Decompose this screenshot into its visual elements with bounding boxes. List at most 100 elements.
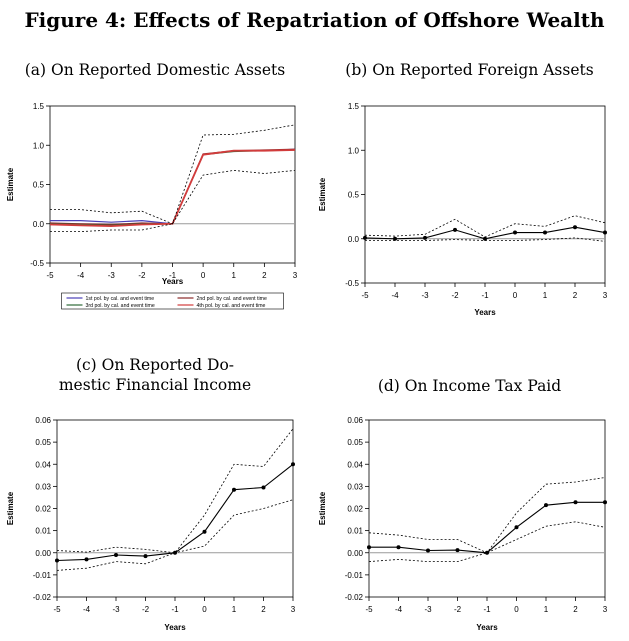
plot-frame-a: [49, 105, 296, 264]
x-tick-label-b: 0: [513, 291, 518, 300]
data-point-d: [396, 545, 401, 550]
data-point-c: [232, 487, 236, 492]
x-tick-label-a: 0: [201, 271, 206, 280]
x-tick-label-a: -2: [138, 271, 146, 280]
chart-income-tax-paid: -5 -4 -3 -2 -1 0 1 2 3 -0.02 -0.01 0.00 0.01 0.02 0.03…: [318, 416, 608, 632]
x-tick-label-a: 2: [262, 271, 267, 280]
x-tick-label-c: 1: [232, 605, 237, 614]
y-tick-label-c: 0.06: [35, 416, 51, 425]
chart-domestic-financial-income: -5 -4 -3 -2 -1 0 1 2 3 -0.02 -0.01 0.00 0.01 0.02 0.03…: [6, 416, 296, 632]
y-tick-label-a: 1.5: [33, 102, 45, 111]
data-point-b: [573, 225, 577, 230]
x-tick-label-d: -4: [395, 605, 403, 614]
x-axis-label-b: Years: [474, 308, 496, 317]
y-tick-label-d: 0.04: [347, 460, 363, 469]
y-tick-label-c: 0.00: [35, 549, 51, 558]
data-point-d: [544, 503, 548, 508]
x-tick-label-a: -4: [77, 271, 85, 280]
data-point-d: [455, 548, 460, 553]
x-tick-label-a: -1: [169, 271, 177, 280]
data-point-d: [603, 500, 607, 505]
panel-d-title: (d) On Income Tax Paid: [377, 377, 562, 395]
y-tick-label-d: 0.01: [347, 527, 363, 536]
series-line-a: [50, 148, 296, 225]
y-axis-label-a: Estimate: [6, 167, 15, 201]
data-point-c: [291, 462, 295, 467]
x-tick-label-d: -3: [424, 605, 432, 614]
data-point-c: [114, 552, 118, 557]
y-tick-label-d: 0.05: [347, 438, 363, 447]
data-point-b: [393, 236, 397, 241]
y-tick-label-c: 0.02: [35, 505, 51, 514]
x-tick-label-d: 0: [514, 605, 519, 614]
x-tick-label-a: 1: [232, 271, 237, 280]
series-line-a: [49, 148, 296, 226]
y-tick-label-d: -0.01: [345, 571, 364, 580]
y-tick-label-d: 0.00: [347, 549, 363, 558]
y-axis-label-d: Estimate: [318, 491, 327, 525]
x-tick-label-b: -4: [391, 291, 399, 300]
x-tick-label-c: -1: [171, 605, 179, 614]
data-point-c: [261, 485, 266, 490]
data-point-d: [367, 545, 371, 550]
x-tick-label-a: -3: [108, 271, 116, 280]
series-line-a: [49, 149, 296, 226]
y-tick-label-b: 1.0: [348, 146, 360, 155]
y-tick-label-d: 0.03: [347, 482, 363, 491]
x-tick-label-d: -1: [483, 605, 491, 614]
x-tick-label-c: 2: [261, 605, 266, 614]
x-tick-label-d: -5: [365, 605, 373, 614]
series-line-a: [49, 149, 296, 228]
legend-box-a: [61, 292, 284, 310]
data-point-c: [55, 558, 59, 563]
series-line-d: [369, 501, 605, 554]
y-tick-label-a: 0.0: [33, 220, 45, 229]
x-tick-label-b: -2: [451, 291, 459, 300]
x-tick-label-b: 3: [603, 291, 608, 300]
x-axis-label-d: Years: [476, 623, 498, 632]
y-tick-label-b: -0.5: [345, 279, 359, 288]
y-tick-label-c: 0.05: [35, 438, 51, 447]
data-point-b: [363, 235, 367, 240]
y-tick-label-d: 0.02: [347, 505, 363, 514]
data-point-d: [514, 525, 519, 530]
x-tick-label-d: 1: [544, 605, 549, 614]
x-tick-label-b: 2: [573, 291, 578, 300]
y-tick-label-c: 0.04: [35, 460, 51, 469]
y-tick-label-a: 0.5: [33, 181, 45, 190]
x-tick-label-c: -4: [83, 605, 91, 614]
plot-frame-d: [368, 419, 606, 598]
legend-label-a: 1st pol. by cal. and event time: [86, 296, 155, 302]
series-line-b: [365, 237, 606, 242]
x-tick-label-a: 3: [293, 271, 298, 280]
y-axis-label-c: Estimate: [6, 491, 15, 525]
y-tick-label-b: 0.0: [348, 235, 360, 244]
y-tick-label-c: -0.02: [33, 593, 52, 602]
data-point-d: [426, 548, 430, 553]
chart-foreign-assets: -5 -4 -3 -2 -1 0 1 2 3 -0.5 0.0 0.5 1.0 1.5 Years Estim…: [318, 102, 608, 317]
x-tick-label-c: -3: [112, 605, 120, 614]
x-tick-label-b: -5: [361, 291, 369, 300]
x-tick-label-b: -1: [481, 291, 489, 300]
plot-frame-c: [56, 419, 294, 598]
series-line-a: [50, 124, 296, 225]
x-axis-label-a: Years: [162, 277, 184, 286]
y-tick-label-b: 1.5: [348, 102, 360, 111]
y-tick-label-d: 0.06: [347, 416, 363, 425]
x-tick-label-d: 3: [603, 605, 608, 614]
series-line-c: [56, 463, 294, 562]
data-point-c: [202, 529, 207, 534]
panel-c-title: (c) On Reported Do- mestic Financial Inc…: [58, 356, 252, 394]
y-tick-label-c: 0.03: [35, 482, 51, 491]
x-tick-label-d: -2: [454, 605, 462, 614]
y-axis-label-b: Estimate: [318, 177, 327, 211]
y-tick-label-d: -0.02: [345, 593, 364, 602]
legend-label-a: 4th pol. by cal. and event time: [197, 303, 266, 309]
y-tick-label-c: 0.01: [35, 527, 51, 536]
panel-a-title: (a) On Reported Domestic Assets: [24, 61, 286, 79]
plot-frame-b: [364, 105, 606, 284]
series-line-c: [56, 499, 294, 571]
series-line-d: [368, 521, 606, 563]
x-tick-label-b: 1: [543, 291, 548, 300]
x-tick-label-c: 3: [291, 605, 296, 614]
